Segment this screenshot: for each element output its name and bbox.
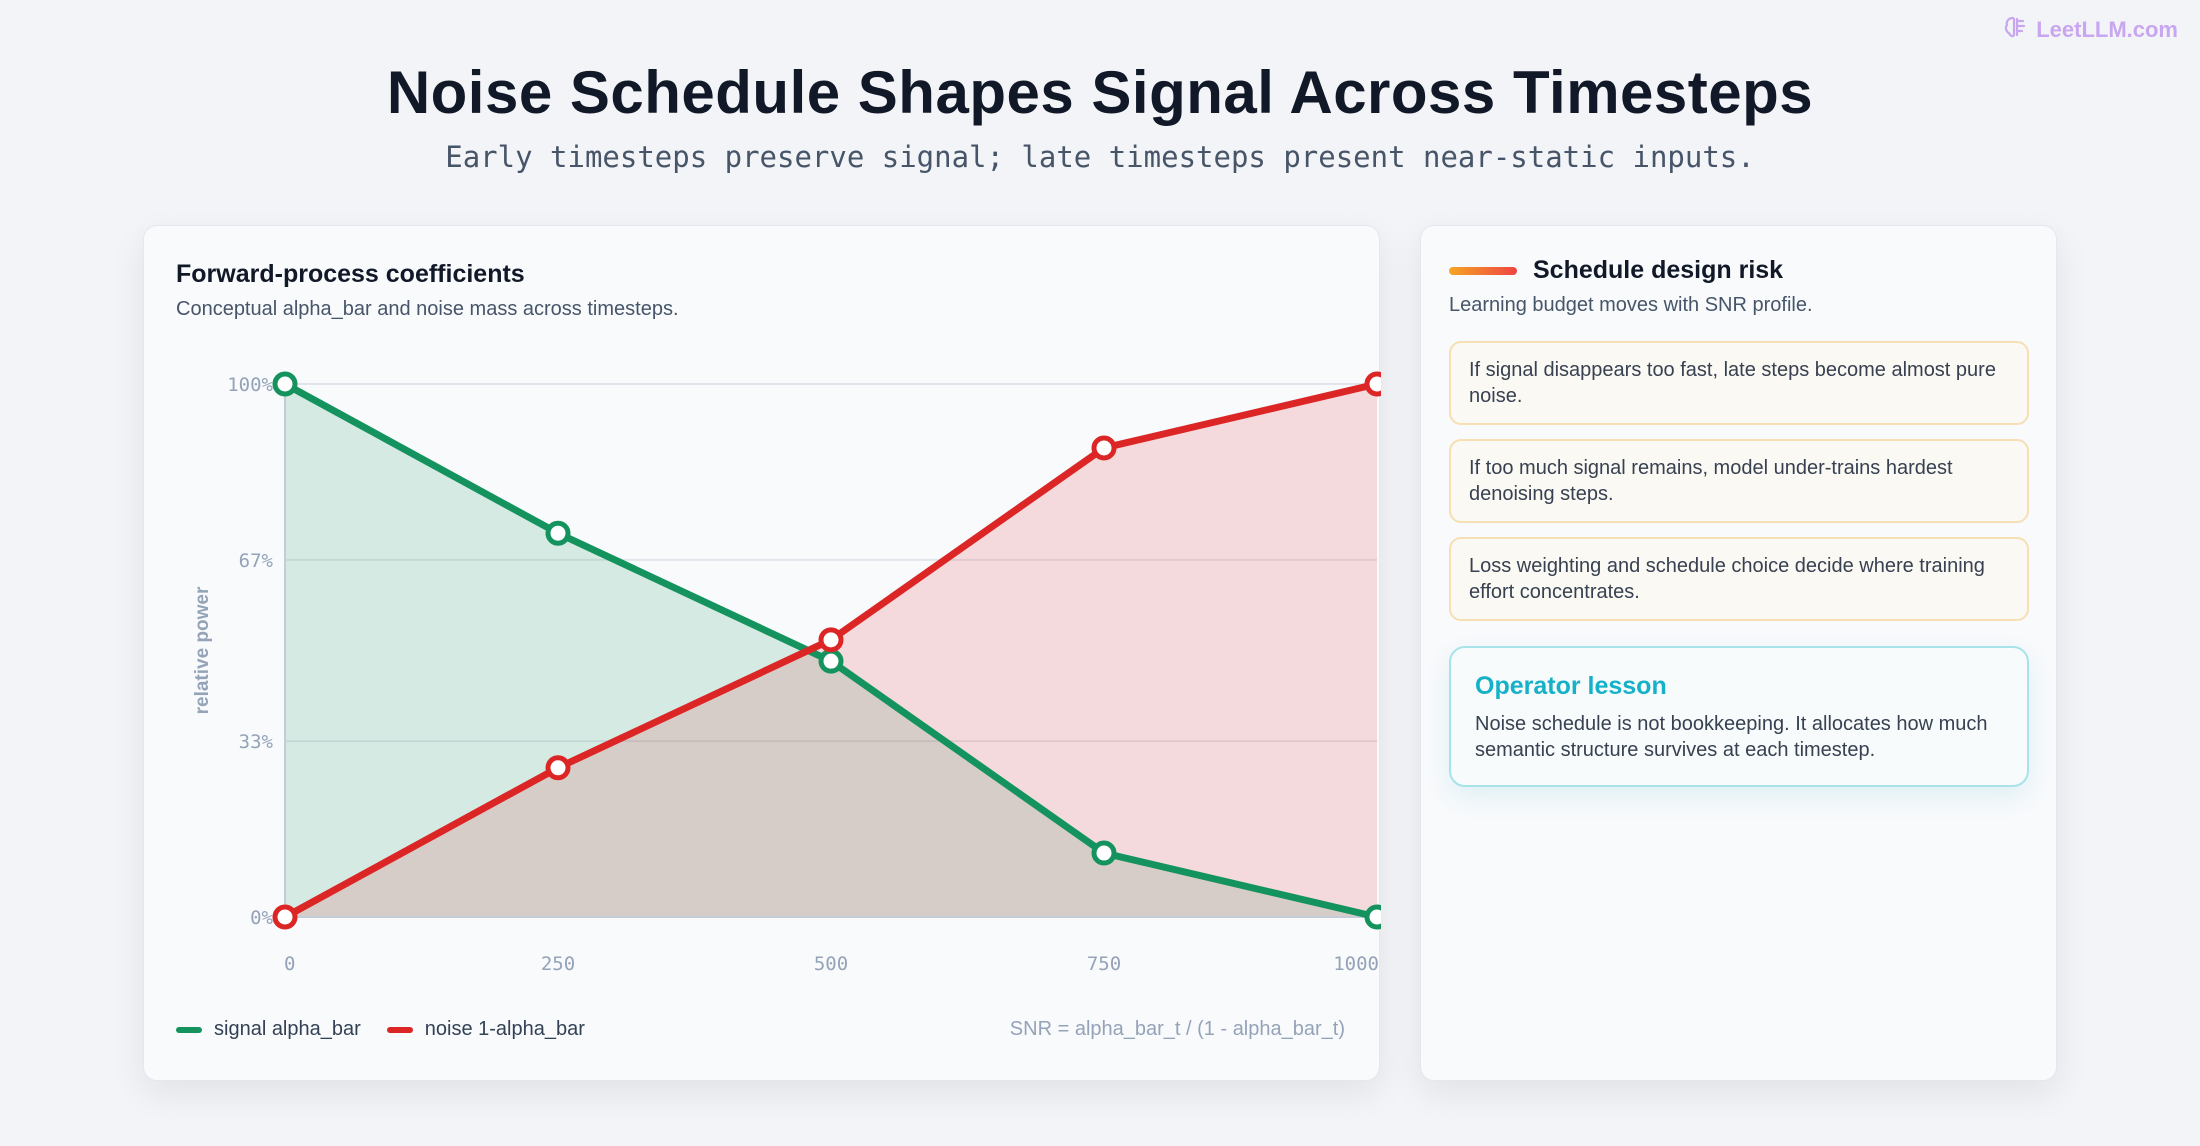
x-tick-label: 500	[814, 953, 848, 975]
legend-label-signal: signal alpha_bar	[214, 1018, 361, 1040]
x-tick-label: 750	[1087, 953, 1121, 975]
data-point-noise	[1091, 435, 1117, 461]
brain-icon	[2002, 14, 2028, 46]
legend-swatch-signal	[176, 1026, 202, 1033]
risk-subtitle: Learning budget moves with SNR profile.	[1449, 294, 1813, 316]
legend-item-signal: signal alpha_bar	[176, 1018, 361, 1041]
chart-card: Forward-process coefficients Conceptual …	[143, 225, 1381, 1081]
data-point-noise	[272, 904, 298, 930]
data-point-noise	[818, 627, 844, 653]
chart-legend: signal alpha_bar noise 1-alpha_bar	[176, 1018, 585, 1041]
legend-item-noise: noise 1-alpha_bar	[386, 1018, 585, 1041]
page-title: Noise Schedule Shapes Signal Across Time…	[386, 59, 1814, 126]
chart-subtitle: Conceptual alpha_bar and noise mass acro…	[176, 298, 679, 320]
data-point-signal	[1364, 904, 1381, 930]
area-fill-signal	[285, 384, 1377, 917]
risk-accent-bar	[1449, 266, 1517, 275]
y-tick-label: 100%	[227, 374, 273, 396]
risk-item-loss-weighting: Loss weighting and schedule choice decid…	[1449, 537, 2029, 621]
chart-title: Forward-process coefficients	[176, 260, 525, 288]
risk-title: Schedule design risk	[1533, 256, 1784, 284]
data-point-signal	[545, 520, 571, 546]
legend-swatch-noise	[386, 1026, 413, 1033]
risk-item-slow-decay: If too much signal remains, model under-…	[1449, 439, 2029, 523]
risk-header: Schedule design risk	[1449, 256, 1783, 285]
brand-logo[interactable]: LeetLLM.com	[2002, 14, 2178, 46]
risk-card: Schedule design risk Learning budget mov…	[1420, 225, 2057, 1081]
x-tick-label: 0	[284, 953, 295, 975]
page-subtitle: Early timesteps preserve signal; late ti…	[445, 140, 1755, 174]
coefficient-chart: 0% 33% 67% 100% 0 250 500 750 1000 relative power	[192, 371, 1381, 975]
snr-formula: SNR = alpha_bar_t / (1 - alpha_bar_t)	[1009, 1018, 1345, 1040]
x-tick-label: 1000	[1333, 953, 1379, 975]
data-point-signal	[818, 648, 844, 674]
brand-name: LeetLLM.com	[2036, 17, 2178, 42]
x-tick-label: 250	[541, 953, 575, 975]
y-tick-label: 67%	[239, 550, 274, 572]
y-axis-label: relative power	[192, 586, 213, 714]
data-point-signal	[272, 371, 298, 397]
data-point-noise	[1364, 371, 1381, 397]
data-point-noise	[545, 755, 571, 781]
y-tick-label: 0%	[250, 907, 273, 929]
y-tick-label: 33%	[239, 731, 274, 753]
operator-lesson: Operator lesson Noise schedule is not bo…	[1449, 646, 2029, 787]
risk-item-fast-decay: If signal disappears too fast, late step…	[1449, 341, 2029, 425]
lesson-body: Noise schedule is not bookkeeping. It al…	[1475, 713, 1988, 761]
data-point-signal	[1091, 840, 1117, 866]
lesson-title: Operator lesson	[1475, 672, 1667, 700]
legend-label-noise: noise 1-alpha_bar	[424, 1018, 585, 1040]
